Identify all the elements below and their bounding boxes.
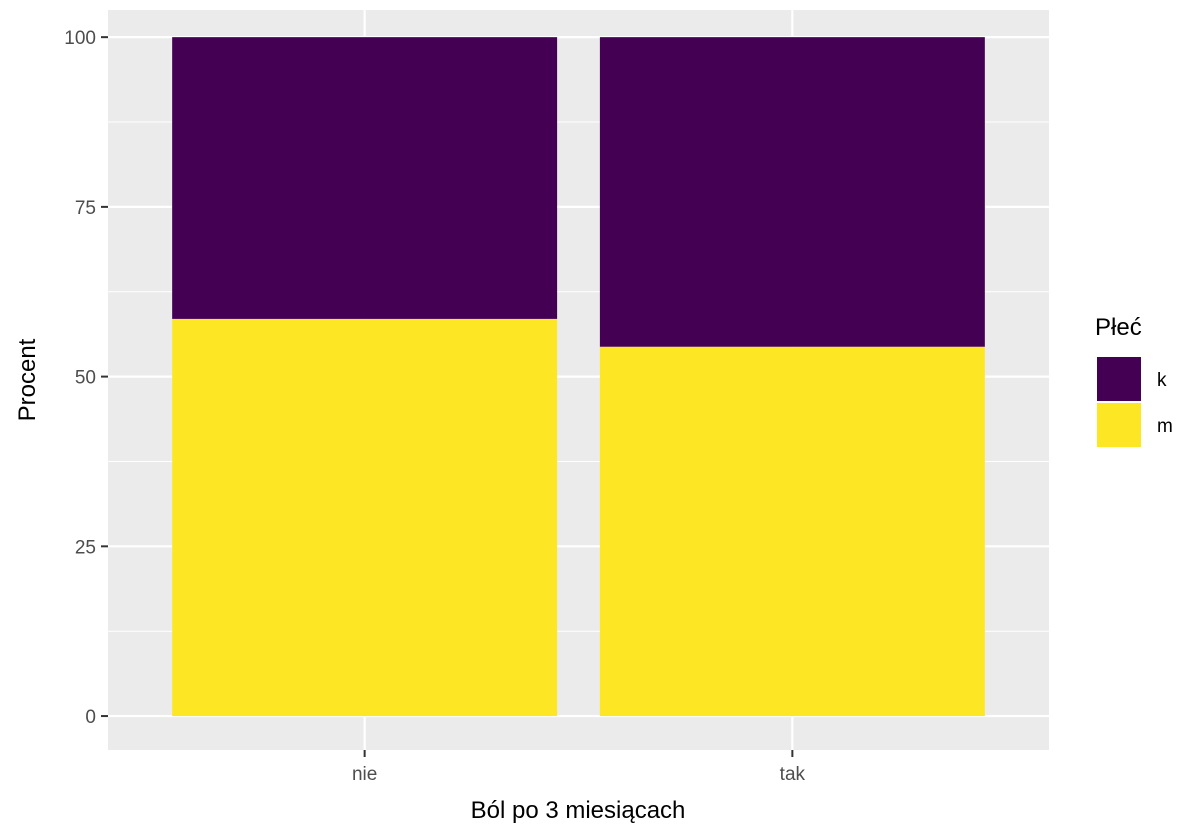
y-tick-label: 75 [75,198,96,219]
y-tick-label: 25 [75,537,96,558]
y-axis-title: Procent [14,338,41,421]
bar-m-tak [599,346,985,717]
x-tick-label: tak [780,764,806,785]
legend-label-m: m [1157,416,1173,437]
bars [172,37,985,717]
x-axis: nie tak [352,750,806,785]
y-tick-label: 0 [85,707,96,728]
y-tick-label: 100 [64,28,96,49]
bar-m-nie [172,318,558,717]
x-axis-title: Ból po 3 miesiącach [471,797,686,824]
y-tick-label: 50 [75,368,96,389]
bar-k-nie [172,37,558,319]
bar-k-tak [599,37,985,347]
legend: Płeć k m [1095,314,1173,447]
legend-key-m [1097,403,1141,447]
y-axis: 0 25 50 75 100 [64,28,108,728]
legend-label-k: k [1157,370,1167,391]
legend-key-k [1097,357,1141,401]
legend-title: Płeć [1095,314,1142,341]
x-tick-label: nie [352,764,377,785]
